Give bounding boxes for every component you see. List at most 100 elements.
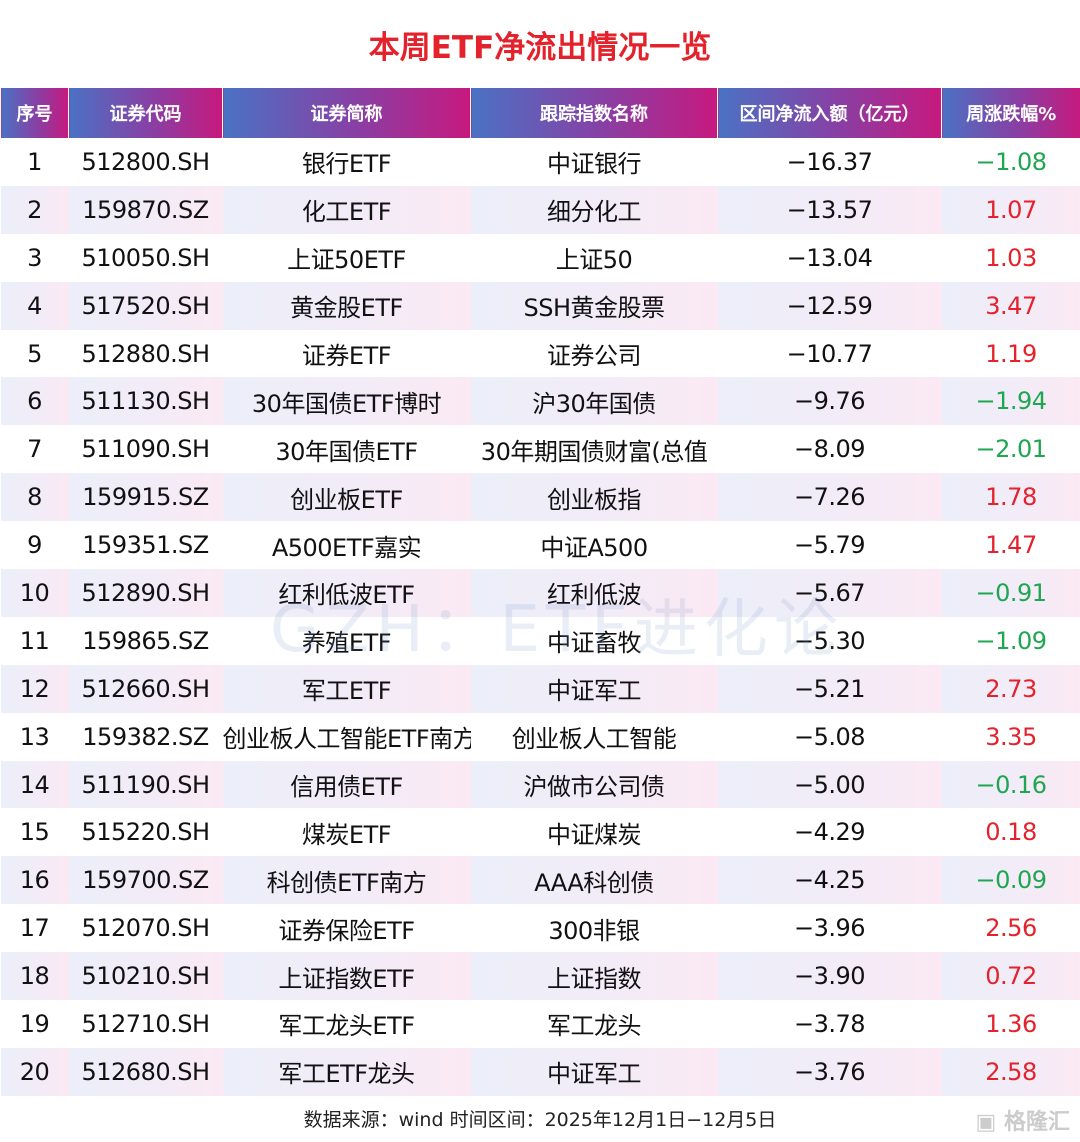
weekly-change: 2.56: [985, 914, 1037, 943]
table-row: 3 510050.SH 上证50ETF 上证50 −13.04 1.03: [1, 234, 1080, 282]
security-name: 信用债ETF: [222, 760, 471, 809]
net-inflow: −3.96: [793, 914, 866, 943]
security-name: 30年国债ETF: [275, 437, 418, 466]
security-name: 银行ETF: [301, 150, 392, 179]
header-weekly-change: 周涨跌幅%: [941, 88, 1080, 138]
security-name: 军工ETF: [222, 664, 471, 713]
net-inflow: −8.09: [793, 435, 866, 464]
security-code: 512660.SH: [68, 664, 223, 713]
security-code: 512070.SH: [81, 914, 210, 943]
security-code: 511130.SH: [68, 377, 223, 426]
table-row: 11 159865.SZ 养殖ETF 中证畜牧 −5.30 −1.09: [1, 617, 1080, 665]
tracking-index: 中证煤炭: [547, 820, 642, 849]
security-code: 159865.SZ: [82, 626, 209, 655]
table-row: 7 511090.SH 30年国债ETF 30年期国债财富(总值 −8.09 −2.01: [1, 425, 1080, 473]
row-index: 2: [0, 185, 69, 234]
weekly-change: 1.03: [985, 243, 1037, 272]
net-inflow: −4.29: [793, 818, 866, 847]
net-inflow: −5.67: [717, 569, 942, 617]
security-name: 上证50ETF: [287, 246, 406, 275]
table-row: 16 159700.SZ 科创债ETF南方 AAA科创债 −4.25 −0.09: [0, 856, 1080, 905]
net-inflow: −12.59: [717, 281, 942, 330]
row-index: 10: [0, 569, 69, 617]
table-row: 2 159870.SZ 化工ETF 细分化工 −13.57 1.07: [0, 185, 1080, 234]
tracking-index: 中证A500: [540, 533, 648, 562]
table-row: 17 512070.SH 证券保险ETF 300非银 −3.96 2.56: [1, 904, 1080, 952]
row-index: 18: [0, 952, 69, 1001]
security-code: 512880.SH: [81, 339, 210, 368]
security-name: 黄金股ETF: [222, 281, 471, 330]
tracking-index: 300非银: [548, 916, 640, 945]
tracking-index: SSH黄金股票: [470, 281, 718, 330]
security-code: 512800.SH: [81, 147, 210, 176]
security-code: 512710.SH: [81, 1009, 210, 1038]
table-row: 6 511130.SH 30年国债ETF博时 沪30年国债 −9.76 −1.94: [0, 377, 1080, 426]
row-index: 20: [0, 1047, 69, 1096]
net-inflow: −10.77: [786, 339, 873, 368]
security-name: 上证指数ETF: [222, 952, 471, 1001]
security-name: 科创债ETF南方: [222, 856, 471, 905]
row-index: 3: [27, 243, 42, 272]
net-inflow: −3.76: [717, 1047, 942, 1096]
table-row: 8 159915.SZ 创业板ETF 创业板指 −7.26 1.78: [0, 473, 1080, 522]
tracking-index: 红利低波: [470, 569, 718, 617]
header-net-inflow: 区间净流入额（亿元）: [717, 88, 942, 138]
weekly-change: 0.18: [985, 818, 1037, 847]
weekly-change: 0.72: [941, 952, 1080, 1001]
weekly-change: 3.47: [941, 281, 1080, 330]
security-code: 515220.SH: [81, 818, 210, 847]
table-row: 18 510210.SH 上证指数ETF 上证指数 −3.90 0.72: [0, 952, 1080, 1001]
net-inflow: −4.25: [717, 856, 942, 905]
weekly-change: 3.35: [985, 722, 1037, 751]
row-index: 4: [0, 281, 69, 330]
net-inflow: −3.90: [717, 952, 942, 1001]
security-name: 30年国债ETF博时: [222, 377, 471, 426]
tracking-index: 创业板指: [470, 473, 718, 522]
row-index: 7: [27, 435, 42, 464]
page-title: 本周ETF净流出情况一览: [368, 30, 712, 66]
security-code: 512680.SH: [68, 1047, 223, 1096]
net-inflow: −5.21: [717, 664, 942, 713]
security-code: 511190.SH: [68, 760, 223, 809]
tracking-index: 30年期国债财富(总值: [480, 437, 708, 466]
row-index: 12: [0, 664, 69, 713]
tracking-index: 上证50: [555, 246, 633, 275]
net-inflow: −9.76: [717, 377, 942, 426]
security-code: 510050.SH: [81, 243, 210, 272]
weekly-change: 2.73: [941, 664, 1080, 713]
logo: ▣ 格隆汇: [975, 1110, 1070, 1135]
net-inflow: −3.78: [793, 1009, 866, 1038]
weekly-change: −1.94: [941, 377, 1080, 426]
security-name: 化工ETF: [222, 185, 471, 234]
security-code: 159915.SZ: [68, 473, 223, 522]
weekly-change: 2.58: [941, 1047, 1080, 1096]
row-index: 1: [27, 147, 42, 176]
security-code: 159382.SZ: [82, 722, 209, 751]
security-code: 512890.SH: [68, 569, 223, 617]
tracking-index: 细分化工: [470, 185, 718, 234]
security-name: 创业板ETF: [222, 473, 471, 522]
security-code: 511090.SH: [81, 435, 210, 464]
row-index: 19: [19, 1009, 50, 1038]
weekly-change: −2.01: [975, 435, 1047, 464]
row-index: 13: [19, 722, 50, 751]
security-name: 红利低波ETF: [222, 569, 471, 617]
tracking-index: 中证畜牧: [547, 629, 642, 658]
header-index: 序号: [0, 88, 69, 138]
tracking-index: 军工龙头: [547, 1012, 642, 1041]
header-index-name: 跟踪指数名称: [470, 88, 718, 138]
net-inflow: −5.00: [717, 760, 942, 809]
weekly-change: −1.08: [975, 147, 1047, 176]
security-name: 军工ETF龙头: [222, 1047, 471, 1096]
net-inflow: −5.79: [793, 531, 866, 560]
weekly-change: 1.19: [985, 339, 1037, 368]
footer-source: 数据来源：wind 时间区间：2025年12月1日−12月5日: [303, 1109, 777, 1131]
net-inflow: −5.30: [793, 626, 866, 655]
tracking-index: 证券公司: [547, 342, 642, 370]
row-index: 6: [0, 377, 69, 426]
row-index: 11: [19, 626, 50, 655]
security-code: 159351.SZ: [82, 531, 209, 560]
net-inflow: −13.57: [717, 185, 942, 234]
table-row: 12 512660.SH 军工ETF 中证军工 −5.21 2.73: [0, 664, 1080, 713]
net-inflow: −16.37: [786, 147, 873, 176]
